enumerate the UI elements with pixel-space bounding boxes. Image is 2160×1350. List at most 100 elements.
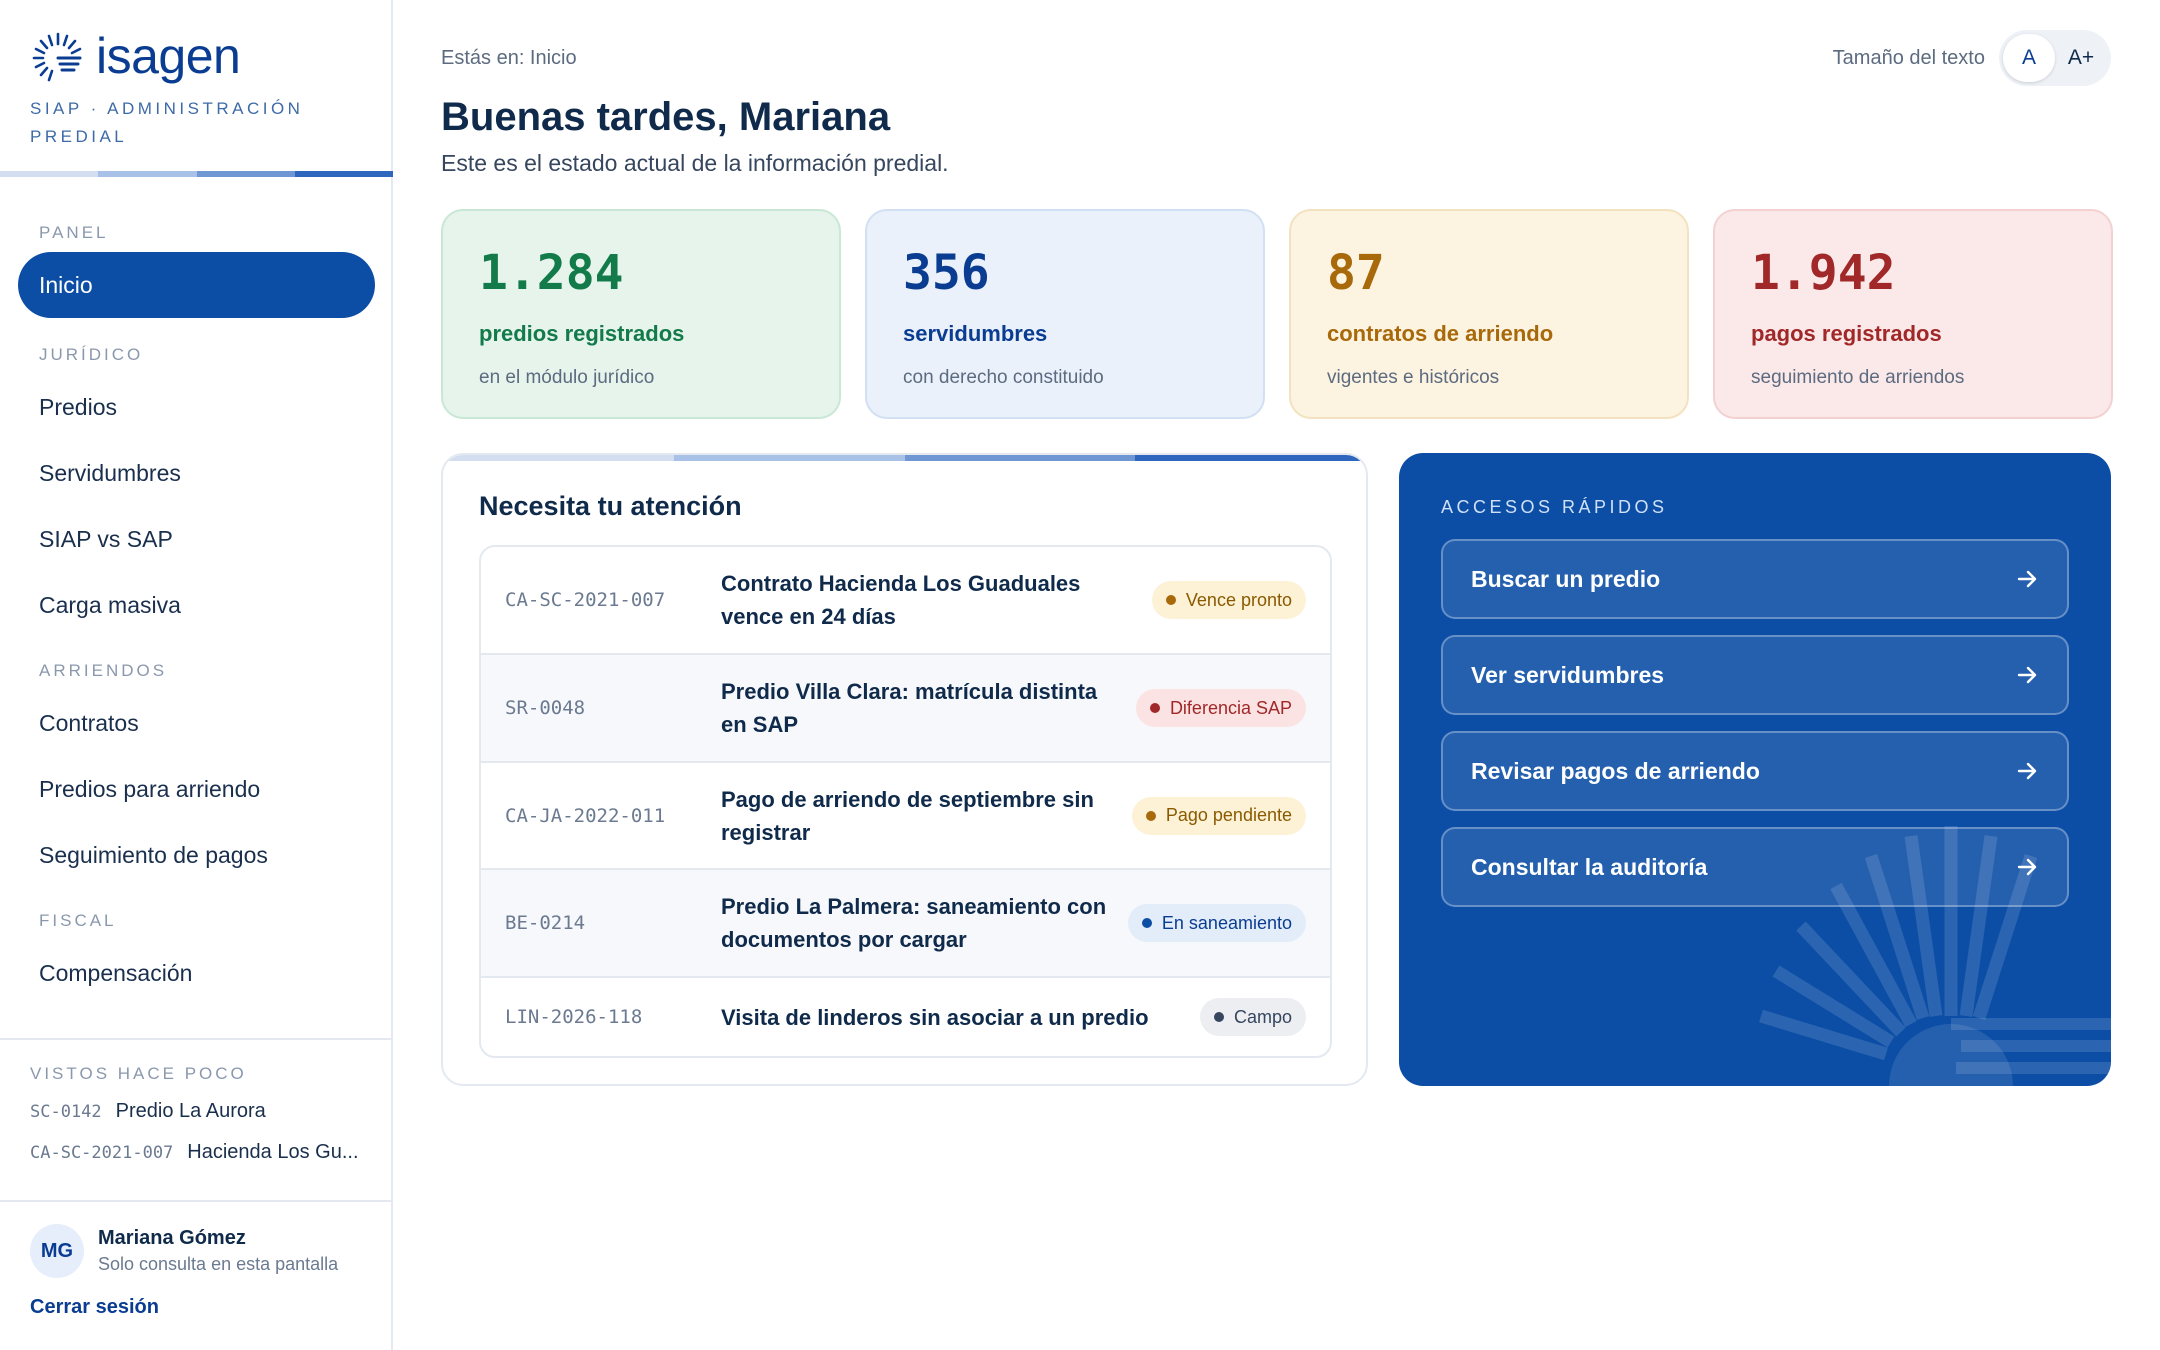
nav-section-fiscal: FISCAL (39, 911, 117, 930)
breadcrumb: Estás en: Inicio (441, 47, 577, 69)
arrow-right-icon (2017, 570, 2037, 588)
stats-row: 1.284 predios registrados en el módulo j… (441, 209, 2113, 419)
sidebar-item-siap-vs-sap[interactable]: SIAP vs SAP (39, 526, 173, 552)
sidebar-item-compensacion[interactable]: Compensación (39, 960, 193, 986)
attention-title: Necesita tu atención (479, 491, 742, 521)
item-description: Pago de arriendo de septiembre sin regis… (721, 786, 1094, 845)
nav-section-panel: PANEL (39, 223, 109, 242)
user-name: Mariana Gómez (98, 1227, 246, 1249)
item-code: LIN-2026-118 (505, 1006, 643, 1028)
stat-label: pagos registrados (1751, 321, 1942, 346)
status-dot-icon (1141, 918, 1152, 928)
arrow-right-icon (2017, 762, 2037, 780)
quick-link-label: Consultar la auditoría (1471, 853, 1708, 880)
sidebar-nav: PANEL Inicio JURÍDICO Predios Servidumbr… (0, 218, 393, 1038)
stat-label: servidumbres (903, 321, 1048, 346)
arrow-right-icon (2017, 858, 2037, 876)
brand-name: isagen (96, 28, 241, 84)
brand-logo[interactable]: isagen (30, 28, 241, 84)
recent-title: VISTOS HACE POCO (30, 1064, 247, 1083)
quick-link-label: Revisar pagos de arriendo (1471, 757, 1760, 784)
item-description: Predio La Palmera: saneamiento con docum… (721, 894, 1107, 952)
sidebar-item-predios[interactable]: Predios (39, 394, 117, 420)
stat-sub: seguimiento de arriendos (1751, 367, 1965, 388)
sidebar-item-predios-arriendo[interactable]: Predios para arriendo (39, 776, 261, 802)
list-item[interactable]: LIN-2026-118 Visita de linderos sin asoc… (481, 978, 1330, 1056)
quick-access-title: ACCESOS RÁPIDOS (1441, 497, 1668, 517)
brand-stripe (0, 171, 393, 177)
nav-section-arriendos: ARRIENDOS (39, 661, 168, 680)
isagen-logo-icon (32, 32, 82, 82)
recent-panel: VISTOS HACE POCO SC-0142 Predio La Auror… (0, 1038, 393, 1182)
status-badge: Diferencia SAP (1135, 689, 1306, 727)
item-description: Contrato Hacienda Los Guaduales vence en… (721, 571, 1081, 629)
attention-card: Necesita tu atención CA-SC-2021-007 Cont… (441, 453, 1368, 1086)
page-title: Buenas tardes, Mariana (441, 95, 891, 139)
user-panel: MG Mariana Gómez Solo consulta en esta p… (0, 1200, 393, 1319)
quick-link-auditoria[interactable]: Consultar la auditoría (1441, 827, 2069, 907)
text-size-large-button[interactable]: A+ (2067, 46, 2095, 69)
text-size-normal-button[interactable]: A (2003, 34, 2055, 82)
quick-access-panel: ACCESOS RÁPIDOS Buscar un predio Ver ser… (1399, 453, 2111, 1086)
quick-access-links: Buscar un predio Ver servidumbres Revisa… (1441, 539, 2069, 923)
sidebar-item-carga-masiva[interactable]: Carga masiva (39, 592, 181, 618)
attention-stripe (443, 455, 1366, 461)
stat-card-predios[interactable]: 1.284 predios registrados en el módulo j… (441, 209, 841, 419)
stat-label: predios registrados (479, 321, 685, 346)
status-dot-icon (1149, 703, 1160, 713)
stat-label: contratos de arriendo (1327, 321, 1554, 346)
status-badge: Pago pendiente (1131, 796, 1306, 835)
status-badge-label: Campo (1233, 1006, 1292, 1027)
attention-list: CA-SC-2021-007 Contrato Hacienda Los Gua… (479, 545, 1332, 1058)
recent-item[interactable]: SC-0142 Predio La Aurora (30, 1100, 363, 1141)
sidebar-item-contratos[interactable]: Contratos (39, 710, 139, 736)
list-item[interactable]: SR-0048 Predio Villa Clara: matrícula di… (481, 655, 1330, 763)
quick-link-revisar-pagos[interactable]: Revisar pagos de arriendo (1441, 731, 2069, 811)
stat-card-contratos[interactable]: 87 contratos de arriendo vigentes e hist… (1289, 209, 1689, 419)
item-description: Visita de linderos sin asociar a un pred… (721, 1004, 1149, 1030)
page-intro: Este es el estado actual de la informaci… (441, 150, 949, 176)
item-description: Predio Villa Clara: matrícula distinta e… (721, 679, 1098, 737)
item-code: CA-JA-2022-011 (505, 804, 666, 827)
stat-value: 87 (1327, 245, 1385, 301)
stat-value: 1.284 (479, 245, 624, 301)
status-dot-icon (1213, 1012, 1224, 1022)
recent-item[interactable]: CA-SC-2021-007 Hacienda Los Gu... (30, 1141, 363, 1182)
status-badge-label: Pago pendiente (1165, 805, 1292, 825)
list-item[interactable]: CA-JA-2022-011 Pago de arriendo de septi… (481, 763, 1330, 870)
user-role: Solo consulta en esta pantalla (98, 1254, 339, 1274)
logout-link[interactable]: Cerrar sesión (30, 1296, 159, 1318)
item-code: BE-0214 (505, 912, 586, 934)
stat-sub: vigentes e históricos (1327, 367, 1500, 388)
sidebar-item-seguimiento-pagos[interactable]: Seguimiento de pagos (39, 842, 268, 868)
item-code: CA-SC-2021-007 (505, 589, 666, 611)
quick-link-ver-servidumbres[interactable]: Ver servidumbres (1441, 635, 2069, 715)
stat-card-servidumbres[interactable]: 356 servidumbres con derecho constituido (865, 209, 1265, 419)
quick-link-label: Ver servidumbres (1471, 661, 1665, 688)
stat-sub: con derecho constituido (903, 367, 1104, 388)
recent-item-name: Predio La Aurora (115, 1100, 266, 1122)
status-dot-icon (1145, 810, 1156, 821)
recent-item-code: SC-0142 (30, 1102, 102, 1122)
status-badge-label: En saneamiento (1161, 912, 1292, 933)
list-item[interactable]: BE-0214 Predio La Palmera: saneamiento c… (481, 870, 1330, 978)
sidebar-item-inicio[interactable]: Inicio (18, 252, 375, 318)
stat-value: 356 (903, 245, 990, 301)
status-badge-label: Vence pronto (1185, 589, 1292, 610)
list-item[interactable]: CA-SC-2021-007 Contrato Hacienda Los Gua… (481, 547, 1330, 655)
sunburst-decoration-icon (1759, 826, 2111, 1086)
sidebar: isagen SIAP · ADMINISTRACIÓN PREDIAL PAN… (0, 0, 393, 1350)
text-size-toggle: A A+ (1999, 30, 2111, 86)
status-badge: En saneamiento (1127, 904, 1306, 942)
nav-section-juridico: JURÍDICO (39, 345, 144, 364)
sidebar-item-servidumbres[interactable]: Servidumbres (39, 460, 181, 486)
status-badge-label: Diferencia SAP (1169, 697, 1292, 718)
recent-item-name: Hacienda Los Gu... (187, 1141, 359, 1163)
quick-link-label: Buscar un predio (1471, 565, 1661, 592)
quick-link-buscar-predio[interactable]: Buscar un predio (1441, 539, 2069, 619)
stat-card-pagos[interactable]: 1.942 pagos registrados seguimiento de a… (1713, 209, 2113, 419)
text-size-label: Tamaño del texto (1832, 46, 1985, 69)
status-dot-icon (1165, 595, 1176, 605)
text-size-control: Tamaño del texto A A+ (1833, 30, 2111, 86)
arrow-right-icon (2017, 666, 2037, 684)
